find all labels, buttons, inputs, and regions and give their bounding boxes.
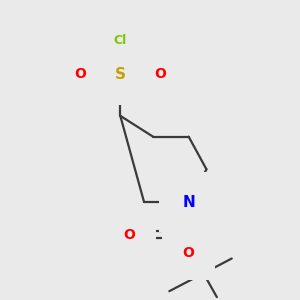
Text: Cl: Cl: [114, 34, 127, 46]
Text: O: O: [154, 67, 166, 81]
Text: N: N: [182, 194, 195, 209]
Text: O: O: [183, 245, 195, 260]
Text: O: O: [123, 228, 135, 242]
Text: S: S: [115, 67, 126, 82]
Text: O: O: [74, 67, 86, 81]
